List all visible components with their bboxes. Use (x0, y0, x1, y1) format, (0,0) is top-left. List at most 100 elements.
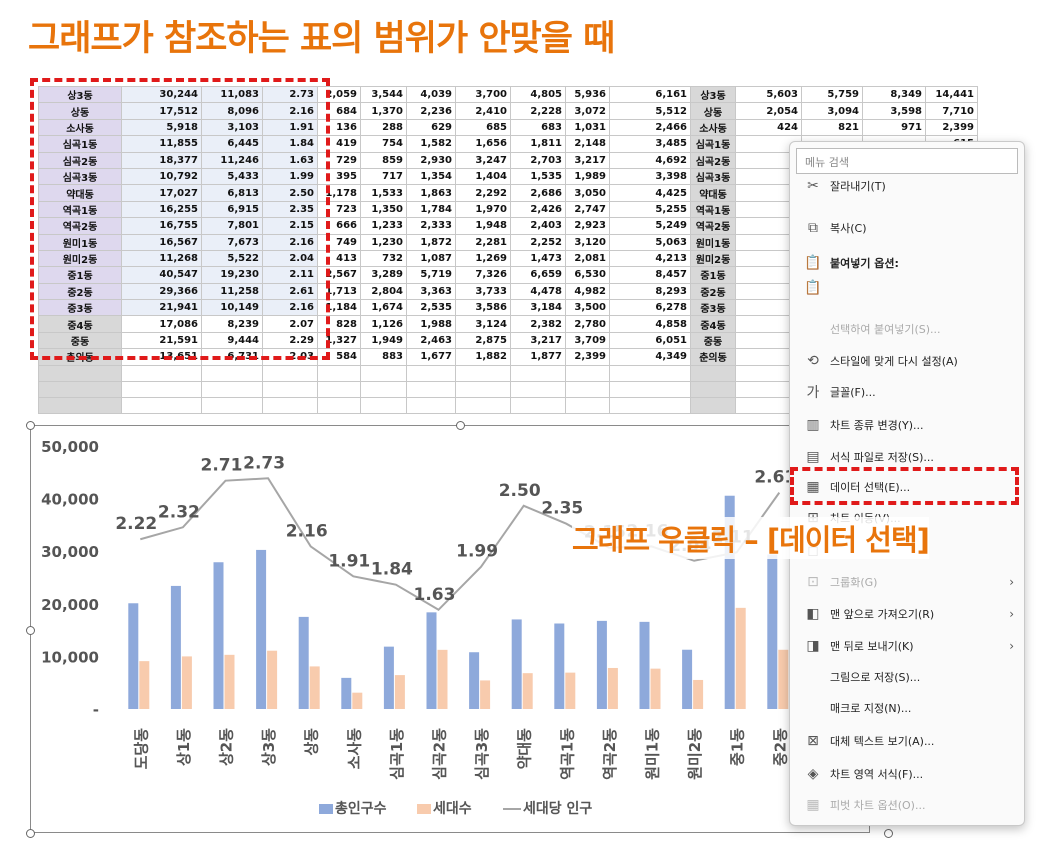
table-cell[interactable]: 1,269 (455, 249, 511, 268)
table-cell[interactable]: 2,463 (406, 331, 456, 350)
chart-resize-handle[interactable] (26, 421, 35, 430)
table-cell[interactable]: 14,441 (925, 85, 978, 104)
table-cell[interactable]: 2,081 (565, 249, 610, 268)
table-cell[interactable]: 7,801 (201, 217, 263, 235)
table-cell[interactable]: 30,244 (121, 85, 202, 104)
table-cell[interactable]: 소사동 (38, 118, 122, 137)
table-cell[interactable] (455, 364, 511, 382)
context-menu[interactable]: 메뉴 검색 ✂ 잘라내기(T) ⧉ 복사(C) 📋 붙여넣기 옵션: 📋 선택하여 붙여넣기(… (789, 141, 1025, 826)
table-cell[interactable]: 1,811 (510, 135, 566, 153)
table-cell[interactable]: 6,530 (565, 266, 610, 284)
table-cell[interactable]: 21,941 (121, 299, 202, 317)
menu-item[interactable]: 가 글꼴(F)... (790, 379, 1026, 405)
table-cell[interactable]: 중동 (690, 331, 736, 350)
table-cell[interactable]: 1,087 (406, 249, 456, 268)
table-cell[interactable]: 심곡3동 (38, 167, 122, 186)
table-cell[interactable]: 1,949 (360, 331, 407, 350)
table-row[interactable]: 중2동 29,366 11,258 2.61 1,713 2,804 3,363 3,733 4… (38, 282, 978, 301)
table-cell[interactable]: 3,184 (510, 299, 566, 317)
table-cell[interactable]: 5,719 (406, 266, 456, 284)
menu-item[interactable]: ⟲ 스타일에 맞게 다시 설정(A) (790, 348, 1026, 374)
table-cell[interactable]: 1,674 (360, 299, 407, 317)
table-cell[interactable]: 3,217 (510, 331, 566, 350)
table-cell[interactable]: 8,457 (609, 266, 691, 284)
menu-item[interactable]: 매크로 지정(N)... (790, 695, 1026, 721)
table-cell[interactable] (201, 396, 263, 414)
table-cell[interactable]: 2,703 (510, 151, 566, 169)
combo-chart[interactable]: 50,000 40,000 30,000 20,000 10,000 - 도당동 상1동 상2동… (30, 425, 870, 833)
table-cell[interactable] (38, 380, 122, 398)
table-cell[interactable]: 7,326 (455, 266, 511, 284)
table-cell[interactable]: 1,582 (406, 135, 456, 153)
table-cell[interactable]: 2,466 (609, 118, 691, 137)
table-cell[interactable]: 상3동 (38, 85, 122, 104)
table-cell[interactable] (121, 396, 202, 414)
table-cell[interactable]: 중4동 (690, 315, 736, 333)
table-cell[interactable]: 춘의동 (690, 348, 736, 366)
table-cell[interactable] (201, 380, 263, 398)
table-cell[interactable]: 2,382 (510, 315, 566, 333)
table-cell[interactable]: 1,126 (360, 315, 407, 333)
table-cell[interactable]: 6,915 (201, 200, 263, 219)
table-cell[interactable]: 4,858 (609, 315, 691, 333)
table-cell[interactable]: 2.61 (262, 282, 318, 301)
table-cell[interactable]: 중3동 (38, 299, 122, 317)
table-cell[interactable]: 중1동 (690, 266, 736, 284)
table-cell[interactable]: 2,236 (406, 102, 456, 120)
table-cell[interactable]: 5,249 (609, 217, 691, 235)
menu-item[interactable]: 선택하여 붙여넣기(S)... (790, 316, 1026, 342)
table-cell[interactable]: 4,478 (510, 282, 566, 301)
table-cell[interactable] (262, 396, 318, 414)
table-cell[interactable]: 4,805 (510, 85, 566, 104)
table-cell[interactable]: 3,500 (565, 299, 610, 317)
table-cell[interactable]: 6,051 (609, 331, 691, 350)
table-cell[interactable]: 2,148 (565, 135, 610, 153)
table-cell[interactable]: 1,370 (360, 102, 407, 120)
table-cell[interactable]: 1,863 (406, 184, 456, 202)
table-cell[interactable]: 소사동 (690, 118, 736, 137)
table-cell[interactable]: 1,350 (360, 200, 407, 219)
table-cell[interactable] (317, 396, 361, 414)
menu-search-input[interactable]: 메뉴 검색 (796, 148, 1018, 174)
table-cell[interactable]: 상3동 (690, 85, 736, 104)
table-cell[interactable]: 1,533 (360, 184, 407, 202)
table-cell[interactable]: 10,149 (201, 299, 263, 317)
table-cell[interactable]: 1,473 (510, 249, 566, 268)
table-cell[interactable]: 5,936 (565, 85, 610, 104)
table-cell[interactable]: 역곡2동 (690, 217, 736, 235)
table-cell[interactable]: 1,882 (455, 348, 511, 366)
table-cell[interactable]: 심곡2동 (690, 151, 736, 169)
table-cell[interactable]: 6,161 (609, 85, 691, 104)
table-cell[interactable]: 883 (360, 348, 407, 366)
table-cell[interactable]: 8,349 (862, 85, 926, 104)
table-cell[interactable]: 754 (360, 135, 407, 153)
table-cell[interactable] (38, 396, 122, 414)
menu-item[interactable]: ▦ 피벗 차트 옵션(O)... (790, 792, 1026, 818)
table-cell[interactable] (38, 364, 122, 382)
table-cell[interactable] (262, 380, 318, 398)
table-cell[interactable]: 3,120 (565, 233, 610, 251)
table-cell[interactable]: 2,804 (360, 282, 407, 301)
table-cell[interactable]: 2,686 (510, 184, 566, 202)
table-cell[interactable]: 2,054 (735, 102, 802, 120)
table-cell[interactable] (360, 364, 407, 382)
table-cell[interactable]: 2,228 (510, 102, 566, 120)
table-cell[interactable]: 5,063 (609, 233, 691, 251)
menu-item[interactable]: ▤ 서식 파일로 저장(S)... (790, 444, 1026, 470)
table-cell[interactable]: 3,363 (406, 282, 456, 301)
table-cell[interactable]: 5,603 (735, 85, 802, 104)
table-cell[interactable]: 629 (406, 118, 456, 137)
table-cell[interactable]: 1,872 (406, 233, 456, 251)
table-cell[interactable]: 6,278 (609, 299, 691, 317)
table-cell[interactable] (565, 396, 610, 414)
table-cell[interactable]: 중2동 (690, 282, 736, 301)
chart-resize-handle[interactable] (26, 829, 35, 838)
menu-item[interactable]: ⧉ 복사(C) (790, 215, 1026, 241)
table-cell[interactable]: 2.11 (262, 266, 318, 284)
table-cell[interactable]: 중3동 (690, 299, 736, 317)
table-cell[interactable]: 3,598 (862, 102, 926, 120)
table-cell[interactable] (406, 396, 456, 414)
table-cell[interactable]: 4,982 (565, 282, 610, 301)
table-cell[interactable]: 2,426 (510, 200, 566, 219)
table-cell[interactable]: 1,031 (565, 118, 610, 137)
